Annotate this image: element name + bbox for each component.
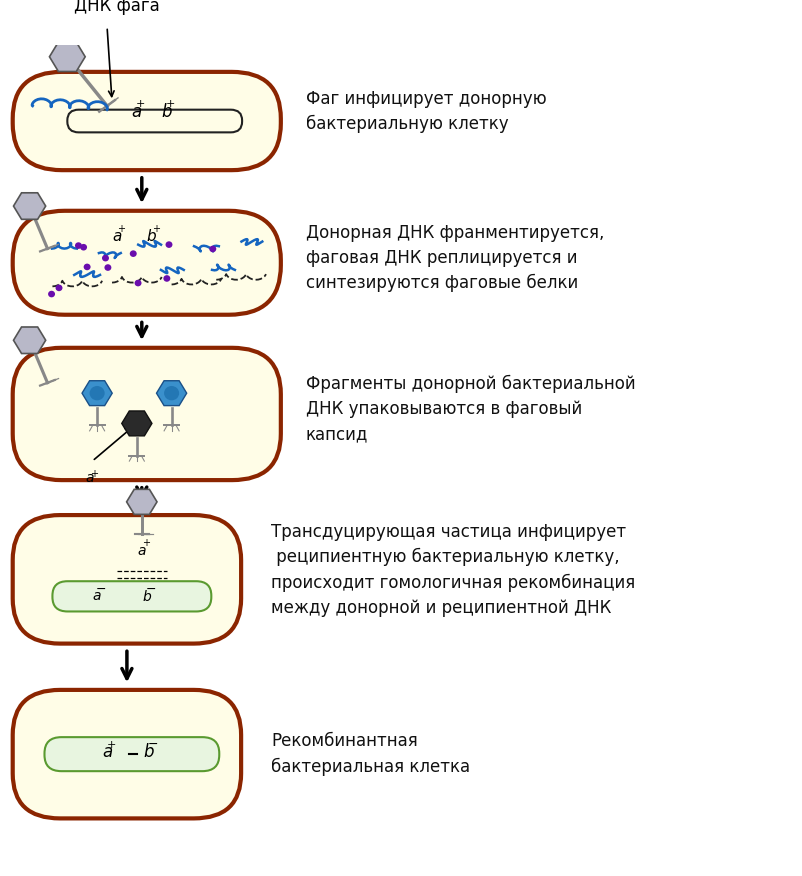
Circle shape bbox=[165, 241, 172, 248]
FancyBboxPatch shape bbox=[13, 690, 241, 818]
Circle shape bbox=[104, 265, 111, 271]
Text: Донорная ДНК франментируется,
фаговая ДНК реплицируется и
синтезируются фаговые : Донорная ДНК франментируется, фаговая ДН… bbox=[306, 224, 604, 293]
Circle shape bbox=[164, 386, 179, 400]
Polygon shape bbox=[82, 381, 112, 406]
Circle shape bbox=[102, 255, 109, 261]
FancyBboxPatch shape bbox=[13, 72, 281, 170]
Polygon shape bbox=[14, 327, 46, 354]
Text: $b$: $b$ bbox=[142, 589, 152, 604]
Text: +: + bbox=[107, 739, 115, 750]
FancyBboxPatch shape bbox=[13, 348, 281, 480]
Circle shape bbox=[130, 251, 136, 257]
Circle shape bbox=[80, 244, 87, 251]
Text: $a$: $a$ bbox=[92, 590, 102, 604]
Polygon shape bbox=[14, 193, 46, 219]
Text: $b$: $b$ bbox=[146, 229, 157, 244]
Circle shape bbox=[209, 245, 217, 252]
Text: −: − bbox=[96, 583, 107, 597]
Text: +: + bbox=[152, 223, 160, 234]
Circle shape bbox=[48, 291, 55, 297]
Circle shape bbox=[90, 386, 105, 400]
Circle shape bbox=[55, 285, 63, 291]
Text: +: + bbox=[90, 469, 98, 479]
Text: Трансдуцирующая частица инфицирует
 реципиентную бактериальную клетку,
происходи: Трансдуцирующая частица инфицирует рецип… bbox=[271, 523, 635, 617]
Polygon shape bbox=[127, 490, 157, 514]
Text: $a$: $a$ bbox=[102, 743, 112, 761]
Circle shape bbox=[75, 243, 82, 249]
Text: +: + bbox=[117, 223, 125, 234]
Polygon shape bbox=[156, 381, 187, 406]
Text: $a$: $a$ bbox=[132, 102, 143, 121]
FancyBboxPatch shape bbox=[44, 737, 219, 771]
Polygon shape bbox=[122, 411, 152, 436]
FancyBboxPatch shape bbox=[52, 581, 211, 611]
Text: ДНК фага: ДНК фага bbox=[74, 0, 160, 15]
Circle shape bbox=[164, 275, 170, 282]
Text: $a$: $a$ bbox=[137, 544, 147, 558]
Text: +: + bbox=[136, 99, 145, 109]
Text: $a$: $a$ bbox=[111, 229, 122, 244]
FancyBboxPatch shape bbox=[13, 515, 241, 644]
Polygon shape bbox=[50, 42, 85, 72]
Text: Фрагменты донорной бактериальной
ДНК упаковываются в фаговый
капсид: Фрагменты донорной бактериальной ДНК упа… bbox=[306, 375, 635, 443]
Text: +: + bbox=[142, 539, 150, 548]
FancyBboxPatch shape bbox=[13, 211, 281, 314]
Circle shape bbox=[83, 264, 91, 270]
Text: Фаг инфицирует донорную
бактериальную клетку: Фаг инфицирует донорную бактериальную кл… bbox=[306, 90, 546, 133]
Text: $b$: $b$ bbox=[160, 102, 172, 121]
Text: +: + bbox=[166, 99, 176, 109]
Text: −: − bbox=[145, 583, 156, 597]
Circle shape bbox=[135, 279, 141, 286]
Text: Рекомбинантная
бактериальная клетка: Рекомбинантная бактериальная клетка bbox=[271, 732, 470, 776]
Text: $a$: $a$ bbox=[85, 470, 95, 484]
Text: −: − bbox=[148, 738, 158, 752]
Text: $b$: $b$ bbox=[143, 743, 155, 761]
